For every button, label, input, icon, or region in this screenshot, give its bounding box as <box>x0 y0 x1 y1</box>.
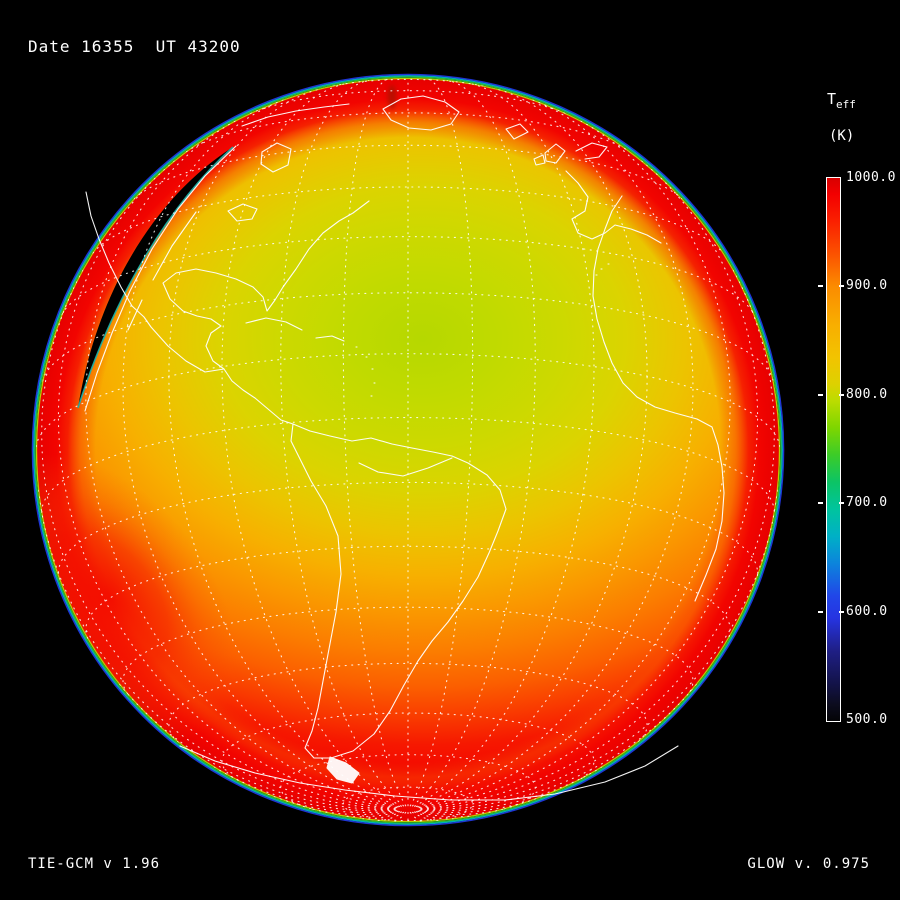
colorbar-tick <box>818 393 823 396</box>
colorbar-tick-label: 600.0 <box>846 603 888 619</box>
colorbar-title-main: T <box>827 90 837 108</box>
date-ut-label: Date 16355 UT 43200 <box>28 37 241 56</box>
colorbar-tick <box>839 502 844 505</box>
colorbar-title-subscript: eff <box>836 98 856 111</box>
model-version-label: TIE-GCM v 1.96 <box>28 856 161 872</box>
colorbar-tick <box>839 610 844 613</box>
colorbar-gradient <box>827 178 840 721</box>
colorbar-tick <box>818 610 823 613</box>
colorbar-tick <box>818 285 823 288</box>
glow-version-label: GLOW v. 0.975 <box>747 856 870 872</box>
colorbar-title: Teff <box>827 90 856 111</box>
colorbar-tick <box>818 502 823 505</box>
colorbar-tick <box>839 393 844 396</box>
colorbar-tick-label: 1000.0 <box>846 170 896 185</box>
colorbar-tick-label: 800.0 <box>846 386 888 402</box>
colorbar-tick <box>839 285 844 288</box>
colorbar-units-label: (K) <box>829 128 855 144</box>
colorbar-tick-label: 900.0 <box>846 278 888 294</box>
colorbar <box>826 177 841 722</box>
colorbar-tick-label: 500.0 <box>846 712 888 727</box>
colorbar-tick-label: 700.0 <box>846 495 888 511</box>
